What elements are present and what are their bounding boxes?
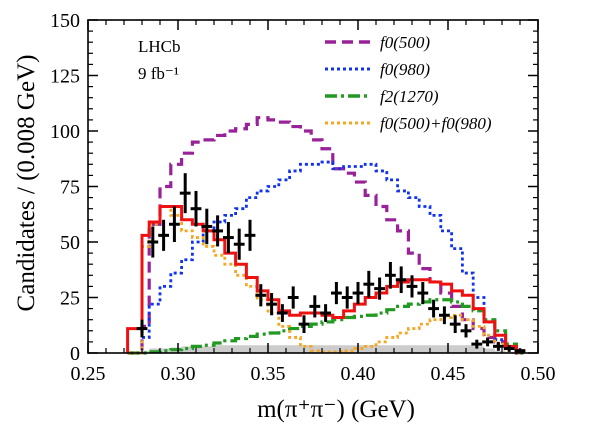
y-tick-label: 25 bbox=[60, 288, 80, 310]
x-tick-label: 0.50 bbox=[521, 363, 556, 385]
legend-label-f2-1270: f2(1270) bbox=[380, 87, 439, 106]
x-tick-label: 0.40 bbox=[341, 363, 376, 385]
y-tick-label: 0 bbox=[70, 343, 80, 365]
y-tick-label: 100 bbox=[50, 121, 80, 143]
data-point bbox=[255, 284, 267, 307]
data-point bbox=[212, 215, 223, 247]
data-point bbox=[309, 295, 321, 318]
data-point bbox=[385, 261, 396, 289]
series-line-f2-1270 bbox=[127, 298, 524, 355]
data-point bbox=[417, 281, 429, 305]
data-point bbox=[406, 275, 418, 298]
data-point bbox=[169, 206, 180, 242]
y-tick-label: 50 bbox=[60, 232, 80, 254]
data-point bbox=[395, 266, 407, 294]
data-point bbox=[147, 226, 159, 258]
series-line-f0-500 bbox=[127, 116, 524, 355]
data-points-layer bbox=[136, 173, 526, 353]
x-axis-title: m(π⁺π⁻) (GeV) bbox=[257, 396, 415, 423]
legend-label-f0-980: f0(980) bbox=[380, 60, 430, 79]
x-tick-label: 0.45 bbox=[431, 363, 466, 385]
data-point bbox=[331, 281, 342, 305]
luminosity-label: 9 fb⁻¹ bbox=[138, 64, 179, 83]
data-point bbox=[320, 304, 331, 322]
legend-entry-f0-500: f0(500) bbox=[325, 33, 430, 52]
background-layer bbox=[127, 345, 524, 353]
data-point bbox=[158, 219, 169, 251]
x-tick-label: 0.35 bbox=[251, 363, 286, 385]
legend-label-f0-500-f0-980: f0(500)+f0(980) bbox=[380, 114, 492, 133]
ticks-layer: 0.25 0.30 0.35 0.40 0.45 0.50 0 25 50 75 100 125 150 bbox=[50, 10, 556, 385]
data-point bbox=[179, 173, 191, 214]
data-point bbox=[244, 219, 256, 251]
legend-entry-f0-500-f0-980: f0(500)+f0(980) bbox=[325, 114, 492, 133]
legend: f0(500) f0(980) f2(1270) f0(500)+f0(980) bbox=[325, 33, 492, 133]
x-tick-label: 0.25 bbox=[71, 363, 106, 385]
y-axis-title: Candidates / (0.008 GeV) bbox=[13, 55, 40, 312]
data-point bbox=[460, 324, 472, 338]
series-background-fill bbox=[127, 345, 524, 353]
y-tick-label: 125 bbox=[50, 66, 80, 88]
data-point bbox=[201, 208, 213, 245]
axis-titles: m(π⁺π⁻) (GeV) Candidates / (0.008 GeV) bbox=[13, 55, 415, 423]
data-point bbox=[136, 319, 148, 338]
data-point bbox=[493, 341, 504, 351]
data-point bbox=[363, 270, 375, 298]
annotations: LHCb 9 fb⁻¹ bbox=[138, 37, 181, 83]
data-point bbox=[471, 339, 483, 349]
data-point bbox=[298, 315, 310, 334]
data-point bbox=[482, 337, 493, 347]
data-point bbox=[223, 222, 234, 254]
y-tick-label: 150 bbox=[50, 10, 80, 32]
series-line-total-fit bbox=[126, 204, 526, 353]
lhcb-label: LHCb bbox=[138, 37, 181, 56]
data-point bbox=[287, 286, 299, 309]
data-point bbox=[428, 299, 439, 318]
data-point bbox=[352, 281, 364, 305]
data-point bbox=[341, 286, 353, 309]
y-tick-label: 75 bbox=[60, 177, 80, 199]
legend-entry-f0-980: f0(980) bbox=[325, 60, 430, 79]
data-point bbox=[503, 345, 515, 352]
legend-entry-f2-1270: f2(1270) bbox=[325, 87, 439, 106]
data-point bbox=[190, 190, 202, 227]
x-tick-label: 0.30 bbox=[161, 363, 196, 385]
data-point bbox=[449, 315, 461, 334]
data-point bbox=[277, 304, 288, 322]
series-line-f0-980 bbox=[127, 160, 524, 355]
data-point bbox=[266, 293, 277, 316]
data-point bbox=[439, 306, 450, 325]
data-point bbox=[233, 228, 245, 260]
data-point bbox=[374, 277, 385, 300]
legend-label-f0-500: f0(500) bbox=[380, 33, 430, 52]
